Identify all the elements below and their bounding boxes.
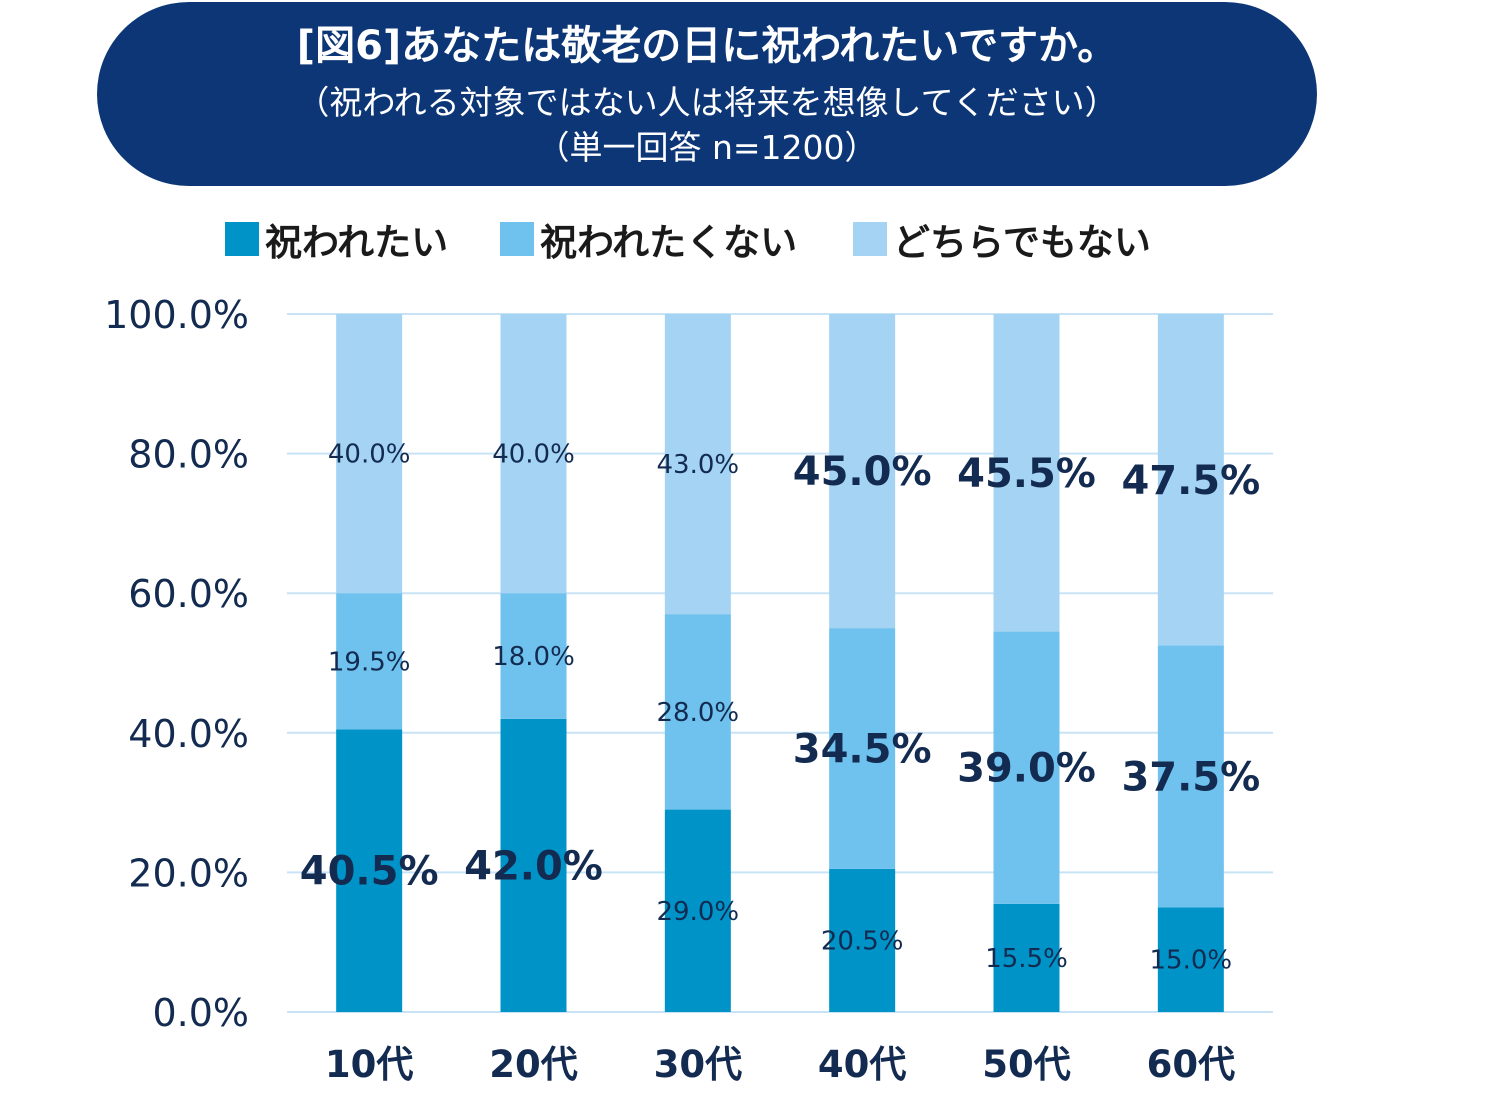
data-label: 37.5% <box>1121 754 1260 800</box>
bar-segment <box>664 809 731 1012</box>
data-label: 39.0% <box>957 746 1096 792</box>
chart-title: [図6]あなたは敬老の日に祝われたいですか。 <box>296 23 1118 69</box>
legend-item-not-want: 祝われたくない <box>500 212 797 266</box>
y-tick-label: 40.0% <box>128 712 249 756</box>
bar-segment <box>829 868 896 1012</box>
chart-subtitle: （祝われる対象ではない人は将来を想像してください） <box>296 83 1118 122</box>
legend-label-neither: どちらでもない <box>893 221 1151 264</box>
data-label: 40.5% <box>300 849 439 895</box>
bar-segment <box>664 314 731 615</box>
x-tick-label: 50代 <box>982 1043 1071 1086</box>
legend-item-want: 祝われたい <box>225 212 448 266</box>
legend-label-not-want: 祝われたくない <box>540 221 798 264</box>
data-label: 40.0% <box>492 440 575 470</box>
legend-swatch-neither <box>853 222 887 256</box>
bar-segment <box>993 314 1060 632</box>
data-label: 47.5% <box>1121 458 1260 504</box>
legend-label-want: 祝われたい <box>265 221 449 264</box>
legend-swatch-want <box>225 222 259 256</box>
data-label: 43.0% <box>657 450 740 480</box>
data-label: 28.0% <box>657 698 740 728</box>
bar-segment <box>829 314 896 629</box>
x-tick-label: 30代 <box>654 1043 743 1086</box>
data-label: 34.5% <box>793 727 932 773</box>
data-label: 29.0% <box>657 897 740 927</box>
bar-segment <box>664 614 731 810</box>
data-label: 45.5% <box>957 451 1096 497</box>
x-tick-label: 60代 <box>1147 1043 1236 1086</box>
legend-swatch-not-want <box>500 222 534 256</box>
data-label: 42.0% <box>464 843 603 889</box>
y-tick-label: 60.0% <box>128 572 249 616</box>
title-banner: [図6]あなたは敬老の日に祝われたいですか。 （祝われる対象ではない人は将来を想… <box>97 2 1317 186</box>
y-tick-label: 100.0% <box>104 293 249 337</box>
bar-segment <box>500 314 567 594</box>
x-tick-label: 10代 <box>325 1043 414 1086</box>
bar-segment <box>336 729 403 1012</box>
y-tick-label: 80.0% <box>128 433 249 477</box>
x-tick-label: 40代 <box>818 1043 907 1086</box>
bar-segment <box>993 903 1060 1012</box>
legend: 祝われたい 祝われたくない どちらでもない <box>225 212 1225 266</box>
bar-segment <box>829 628 896 869</box>
data-label: 18.0% <box>492 642 575 672</box>
bar-segment <box>1157 645 1224 908</box>
bar-segment <box>1157 907 1224 1012</box>
y-tick-label: 0.0% <box>152 991 249 1035</box>
data-label: 20.5% <box>821 926 904 956</box>
data-label: 15.0% <box>1150 946 1233 976</box>
bar-segment <box>336 593 403 730</box>
bar-segment <box>993 631 1060 904</box>
bar-segment <box>500 593 567 719</box>
data-label: 45.0% <box>793 449 932 495</box>
bar-segment <box>336 314 403 594</box>
data-label: 15.5% <box>985 944 1068 974</box>
data-label: 19.5% <box>328 647 411 677</box>
bar-segment <box>500 718 567 1012</box>
x-tick-label: 20代 <box>489 1043 578 1086</box>
y-tick-label: 20.0% <box>128 851 249 895</box>
legend-item-neither: どちらでもない <box>853 212 1151 266</box>
bar-segment <box>1157 314 1224 646</box>
data-label: 40.0% <box>328 440 411 470</box>
sample-size-note: （単一回答 n=1200） <box>536 128 878 167</box>
